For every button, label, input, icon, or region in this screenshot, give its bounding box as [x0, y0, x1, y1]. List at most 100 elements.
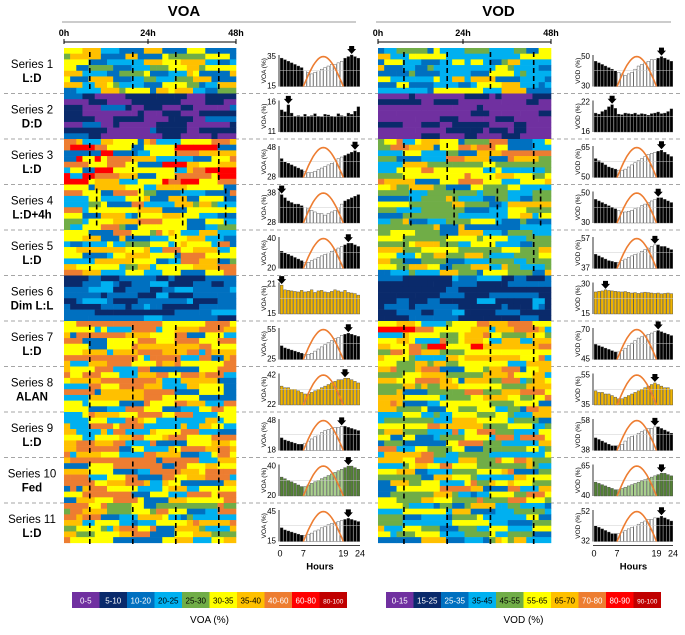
heatmap-cell	[378, 503, 385, 509]
heatmap-cell	[544, 451, 552, 458]
bar	[340, 291, 344, 315]
bar	[353, 111, 357, 133]
heatmap-cell	[125, 485, 139, 492]
heatmap-cell	[445, 372, 471, 379]
bar	[663, 332, 667, 360]
bar	[316, 213, 320, 224]
heatmap-cell	[82, 156, 96, 163]
heatmap-cell	[427, 298, 441, 305]
bar	[653, 382, 657, 406]
heatmap-cell	[378, 446, 397, 453]
heatmap-cell	[162, 286, 175, 293]
heatmap-cell	[168, 281, 188, 288]
bar	[340, 203, 344, 224]
heatmap-cell	[415, 65, 428, 72]
bar	[594, 61, 598, 87]
heatmap-cell	[452, 275, 459, 282]
bar	[326, 342, 330, 360]
heatmap-cell	[470, 144, 478, 151]
heatmap-cell	[464, 537, 484, 544]
peak-arrow	[653, 188, 663, 197]
heatmap-cell	[415, 76, 434, 83]
heatmap-cell	[538, 184, 552, 191]
heatmap-cell	[452, 474, 471, 481]
heatmap-cell	[489, 315, 502, 322]
bar	[623, 486, 627, 497]
heatmap-cell	[520, 167, 533, 174]
heatmap-cell	[211, 406, 225, 413]
heatmap-cell	[421, 133, 441, 140]
bar	[650, 292, 654, 315]
heatmap-cell	[107, 503, 132, 509]
heatmap-cell	[495, 434, 515, 441]
series-label: Series 2	[11, 104, 53, 116]
heatmap-cell	[427, 87, 434, 94]
y-tick-label: 15	[267, 82, 276, 91]
heatmap-cell	[396, 366, 416, 373]
heatmap-cell	[119, 275, 145, 282]
heatmap-cell	[538, 417, 552, 424]
bar	[633, 292, 637, 315]
heatmap-cell	[162, 230, 169, 236]
heatmap-cell	[70, 76, 89, 83]
heatmap-cell	[162, 485, 169, 492]
bar	[320, 478, 324, 497]
bar	[623, 258, 627, 269]
heatmap-cell	[544, 298, 552, 305]
heatmap-cell	[445, 394, 471, 401]
heatmap-cell	[205, 224, 218, 231]
heatmap-cell	[489, 360, 509, 367]
heatmap-cell	[439, 224, 459, 231]
bar	[633, 392, 637, 406]
heatmap-cell	[131, 281, 151, 288]
heatmap-cell	[532, 190, 552, 197]
heatmap-cell	[520, 264, 546, 271]
bar	[620, 488, 624, 497]
heatmap-cell	[186, 434, 212, 441]
heatmap-cell	[143, 480, 151, 487]
bar	[600, 202, 604, 224]
heatmap-cell	[427, 48, 434, 54]
heatmap-cell	[483, 190, 509, 197]
heatmap-cell	[107, 349, 114, 356]
heatmap-cell	[384, 429, 404, 436]
heatmap-cell	[483, 343, 496, 350]
bar	[643, 387, 647, 406]
heatmap-cell	[174, 474, 188, 481]
heatmap-cell	[64, 298, 77, 305]
light-curve	[302, 55, 345, 87]
heatmap-cell	[113, 298, 139, 305]
heatmap-cell	[180, 417, 206, 424]
heatmap-cell	[162, 349, 188, 356]
heatmap-cell	[64, 93, 83, 100]
heatmap-cell	[476, 275, 502, 282]
heatmap-cell	[88, 485, 108, 492]
heatmap-cell	[174, 326, 200, 333]
bar	[646, 292, 650, 315]
bar	[286, 480, 290, 497]
heatmap-cell	[507, 412, 515, 418]
bar	[636, 293, 640, 315]
heatmap-cell	[186, 491, 212, 498]
heatmap-cell	[501, 412, 509, 418]
heatmap-cell	[384, 190, 410, 197]
series-condition: L:D	[22, 346, 41, 358]
light-curve	[616, 146, 658, 178]
y-tick-label: 15	[581, 309, 590, 318]
heatmap-cell	[507, 417, 515, 424]
heatmap-cell	[113, 281, 120, 288]
heatmap-cell	[408, 53, 416, 60]
heatmap-cell	[495, 218, 502, 225]
heatmap-cell	[156, 173, 175, 180]
heatmap-cell	[433, 451, 447, 458]
bar	[333, 472, 337, 497]
heatmap-cell	[427, 446, 453, 453]
heatmap-cell	[483, 116, 496, 123]
bar	[659, 113, 664, 133]
bar	[646, 202, 650, 224]
heatmap-cell	[223, 332, 237, 339]
heatmap-cell	[64, 121, 83, 128]
heatmap-cell	[125, 389, 145, 396]
heatmap-cell	[162, 326, 175, 333]
bar	[343, 57, 347, 87]
